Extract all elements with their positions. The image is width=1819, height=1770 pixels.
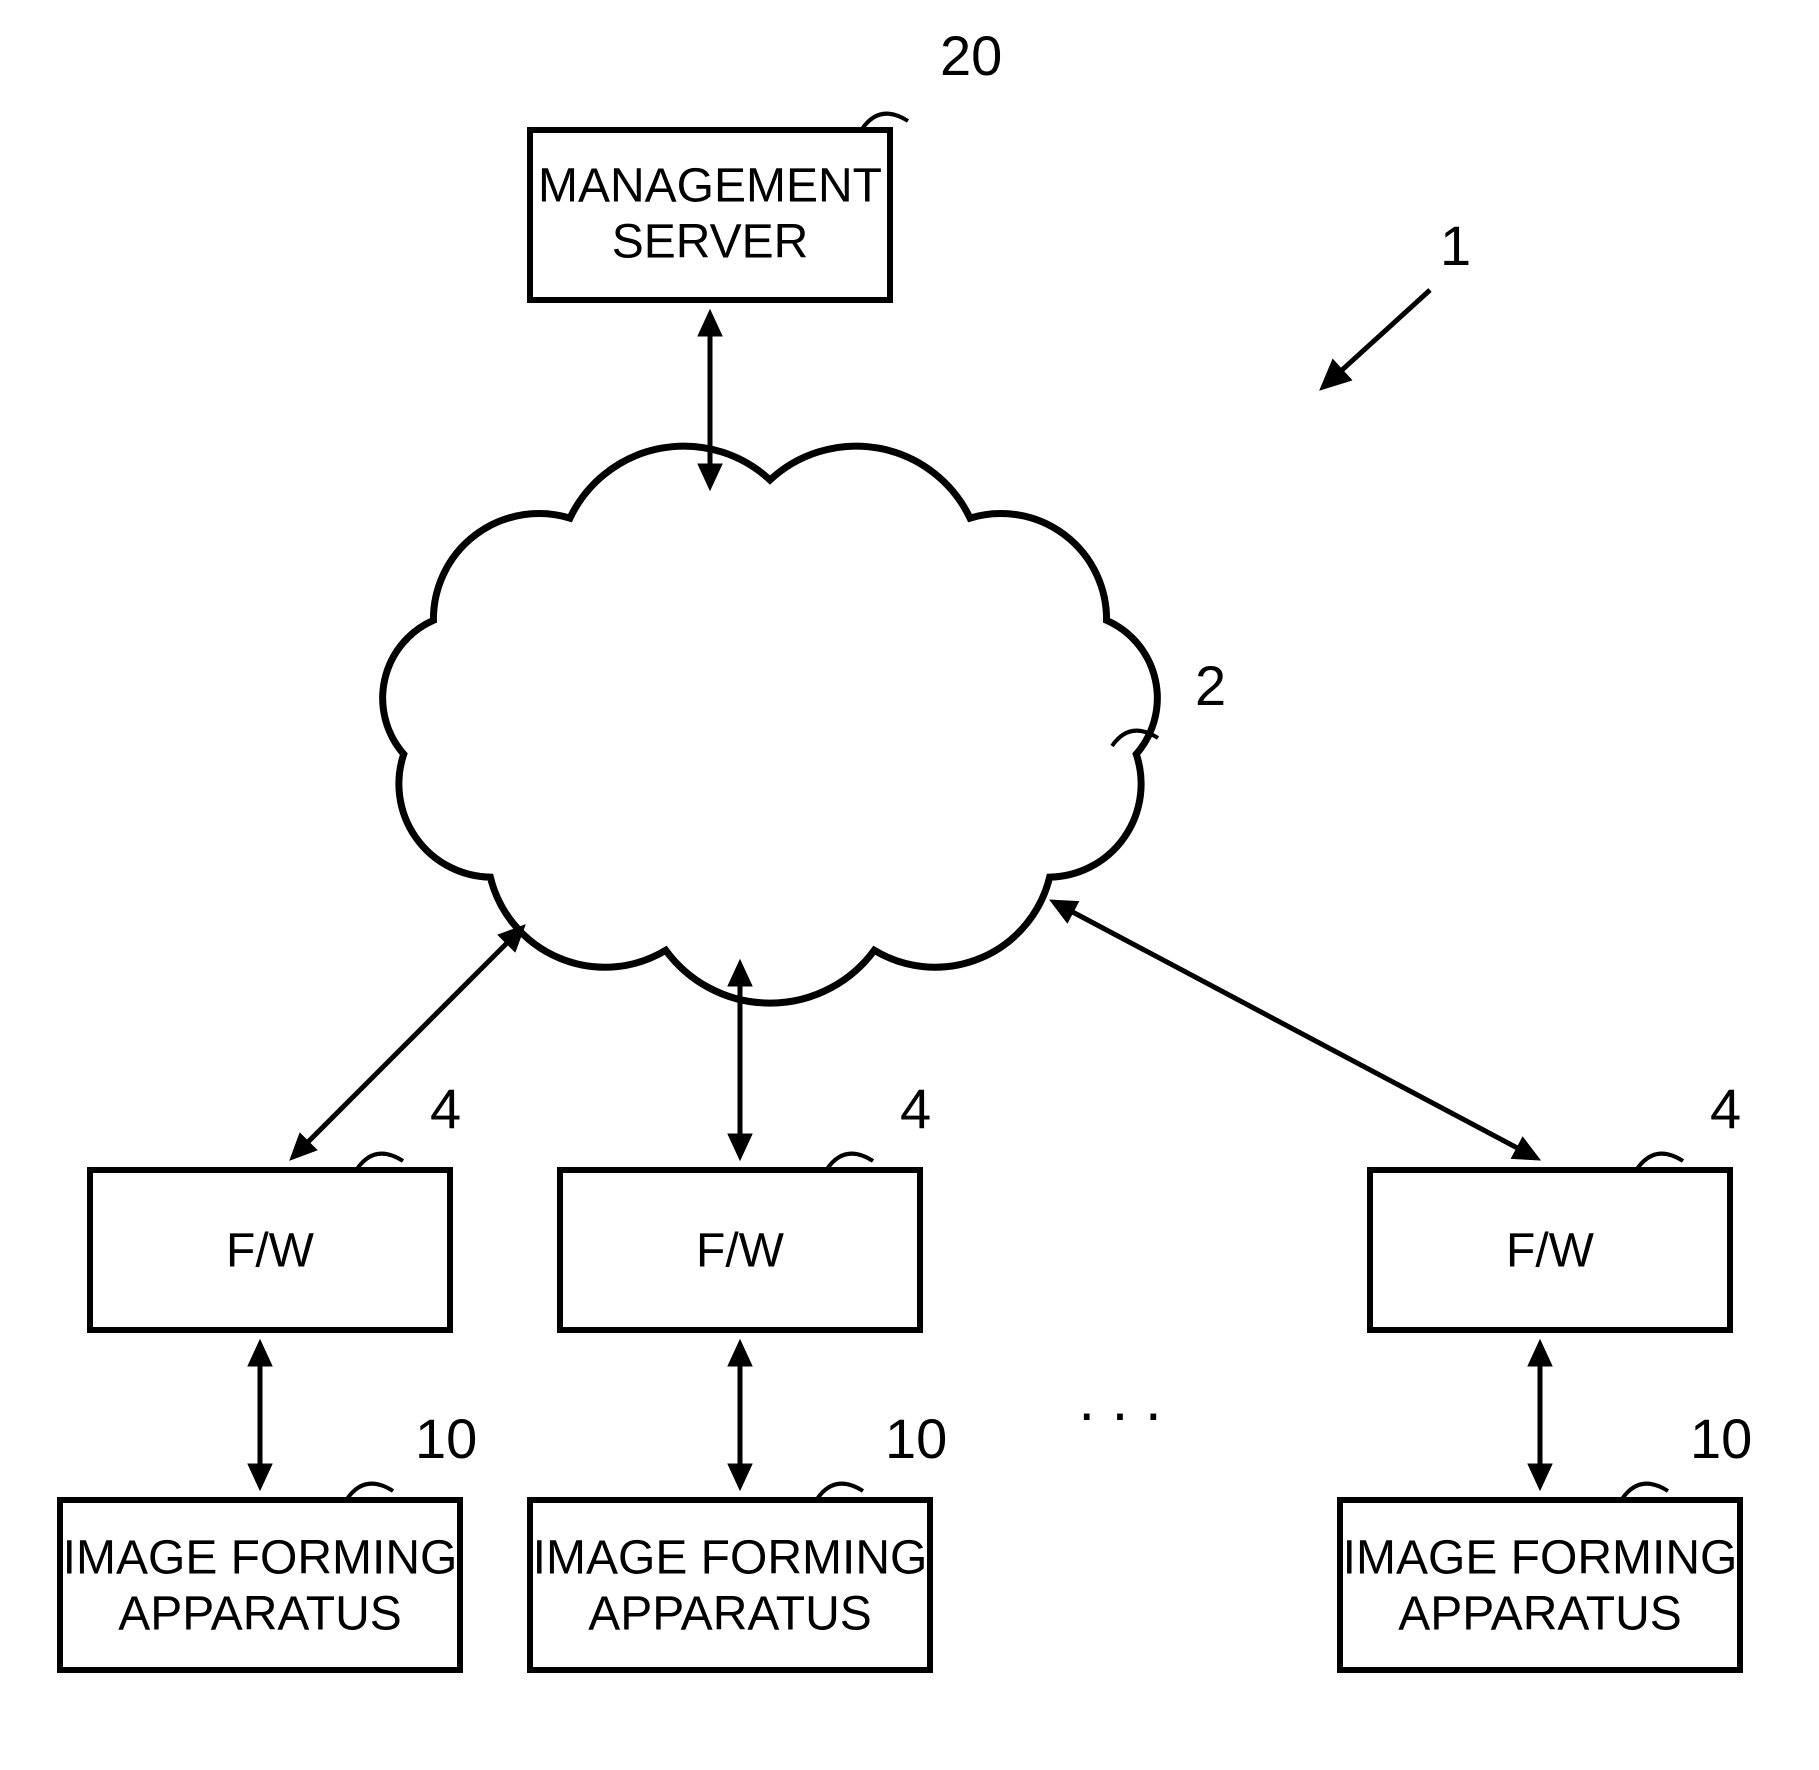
svg-text:1: 1 [1440, 214, 1471, 277]
svg-text:F/W: F/W [1506, 1225, 1595, 1278]
svg-text:APPARATUS: APPARATUS [1398, 1588, 1682, 1641]
svg-text:IMAGE FORMING: IMAGE FORMING [1343, 1532, 1738, 1585]
svg-text:APPARATUS: APPARATUS [588, 1588, 872, 1641]
svg-text:F/W: F/W [226, 1225, 315, 1278]
svg-text:. . .: . . . [1078, 1366, 1161, 1433]
svg-text:10: 10 [415, 1407, 477, 1470]
svg-text:10: 10 [885, 1407, 947, 1470]
svg-text:10: 10 [1690, 1407, 1752, 1470]
svg-text:MANAGEMENT: MANAGEMENT [538, 160, 882, 213]
svg-text:4: 4 [900, 1077, 931, 1140]
svg-text:IMAGE FORMING: IMAGE FORMING [63, 1532, 458, 1585]
svg-text:IMAGE FORMING: IMAGE FORMING [533, 1532, 928, 1585]
svg-text:4: 4 [430, 1077, 461, 1140]
svg-text:2: 2 [1195, 654, 1226, 717]
svg-text:SERVER: SERVER [612, 216, 809, 269]
svg-text:20: 20 [940, 24, 1002, 87]
svg-text:4: 4 [1710, 1077, 1741, 1140]
svg-text:F/W: F/W [696, 1225, 785, 1278]
svg-text:APPARATUS: APPARATUS [118, 1588, 402, 1641]
